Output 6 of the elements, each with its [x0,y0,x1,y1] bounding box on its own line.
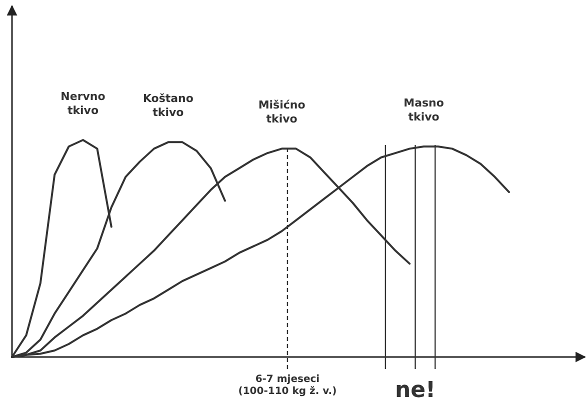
text: Koštano tkivo [142,92,194,120]
text: ne! [394,378,436,403]
text: Mišićno tkivo [258,98,306,126]
text: 6-7 mjeseci (100-110 kg ž. v.) [238,374,337,397]
text: Masno tkivo [404,96,444,124]
text: Nervno tkivo [60,90,106,117]
